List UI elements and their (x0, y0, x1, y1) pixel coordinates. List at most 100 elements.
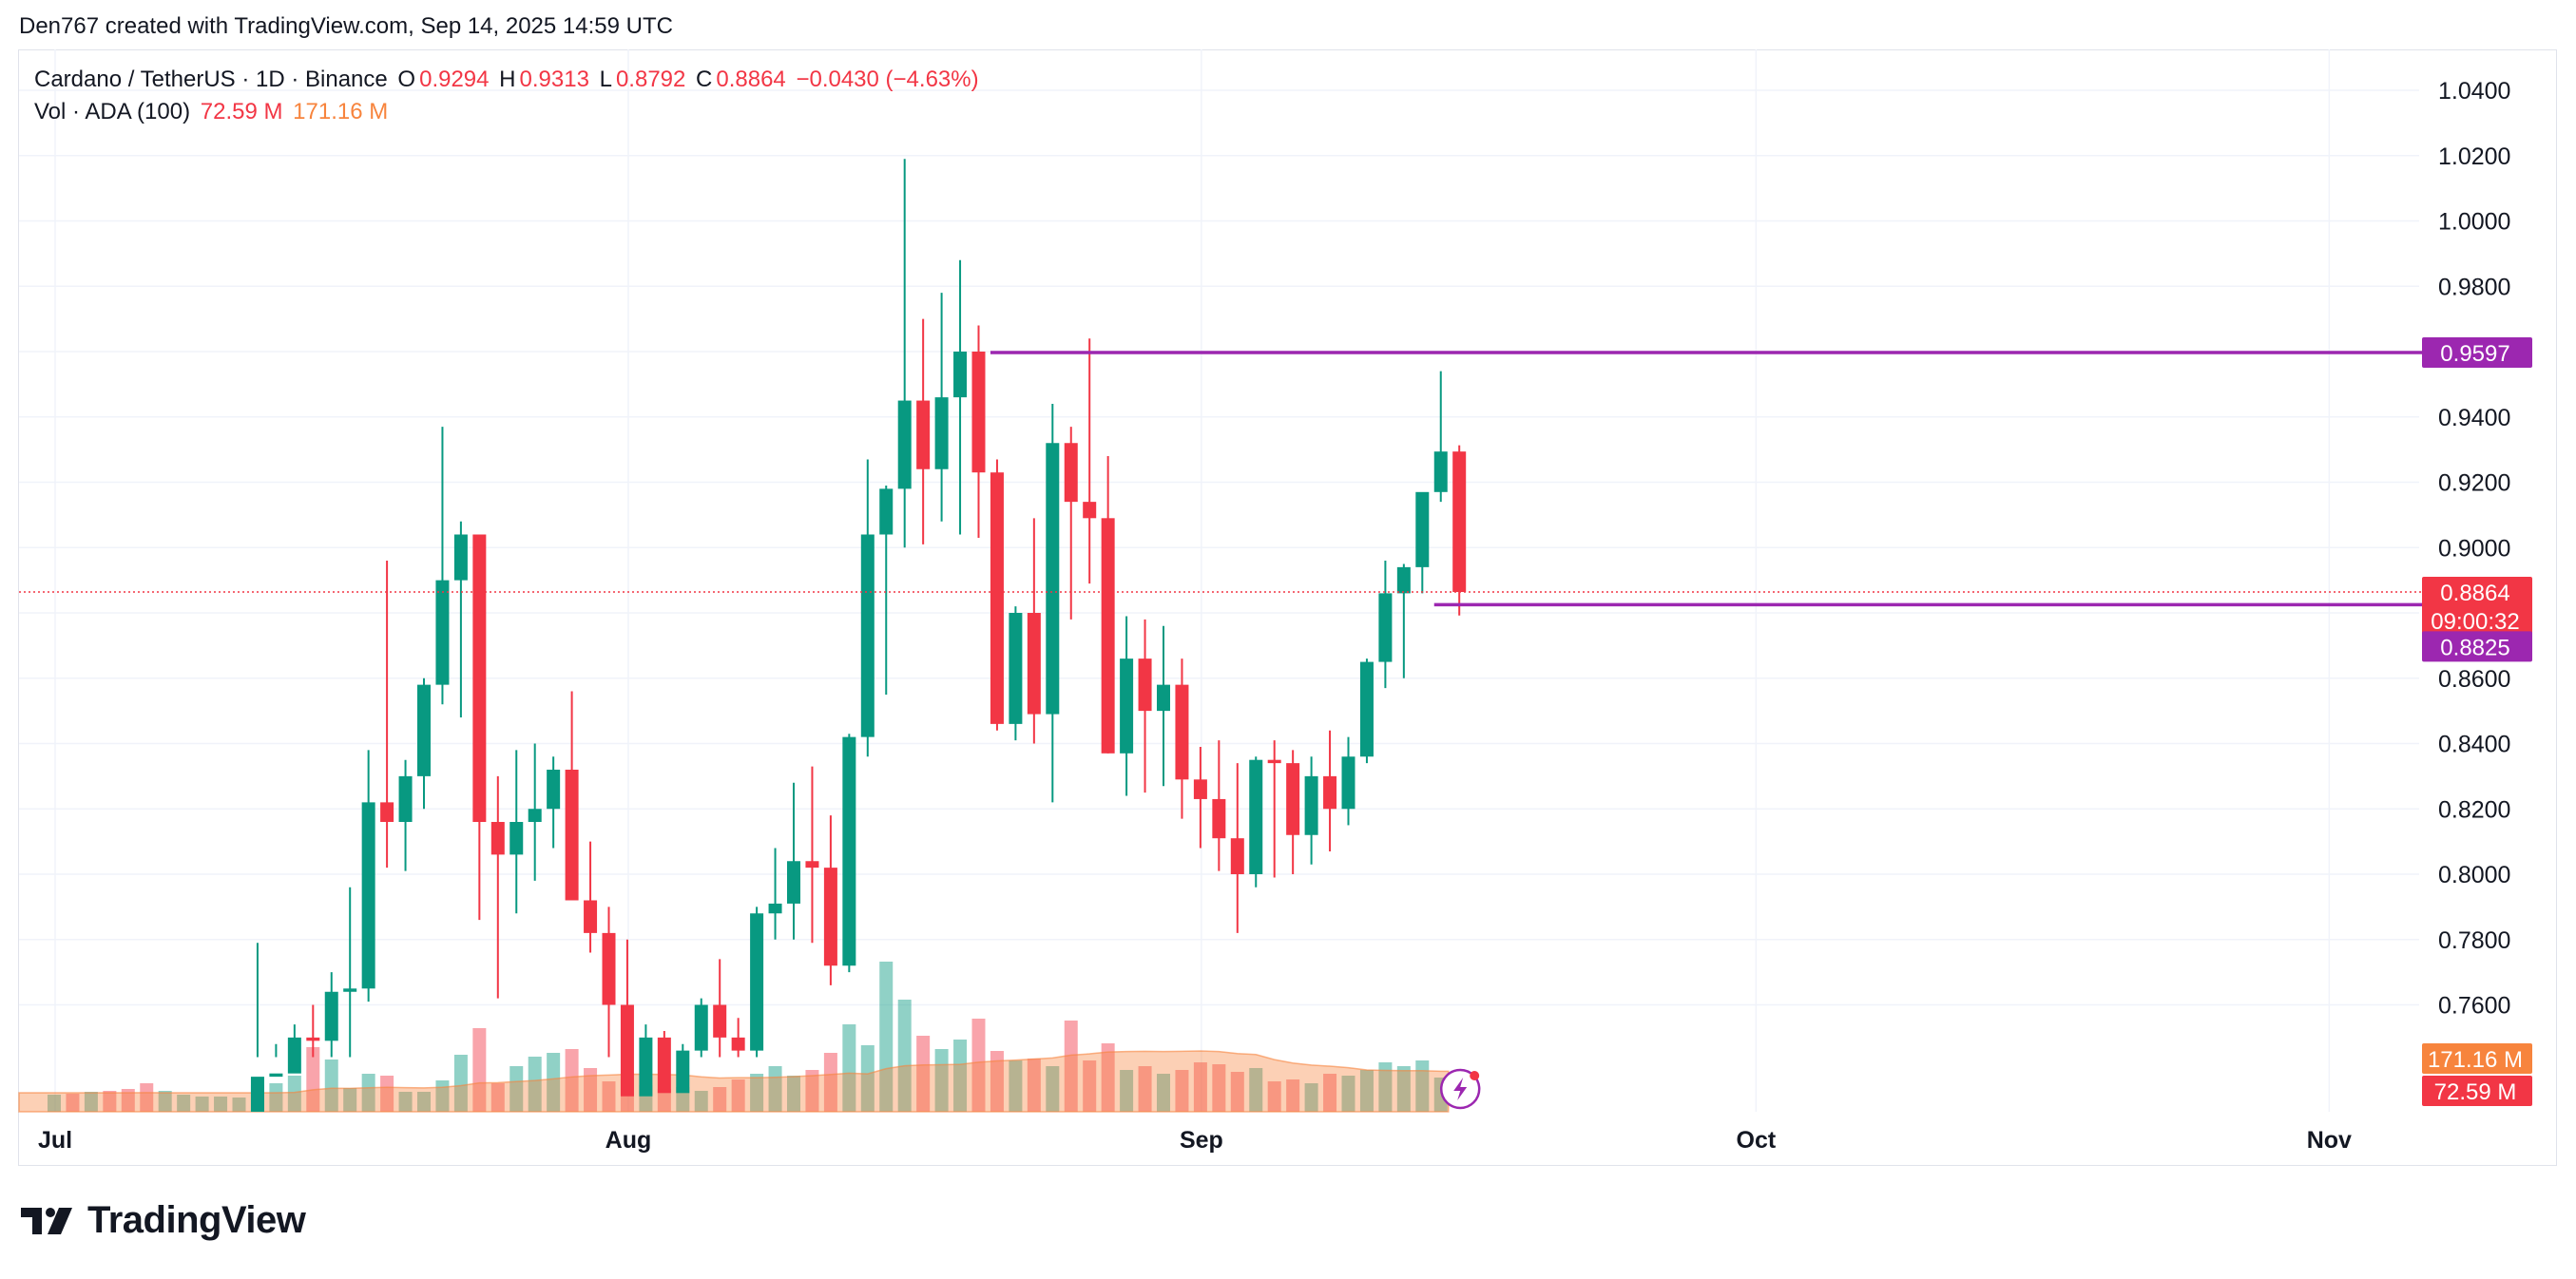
level-badge-upper-text: 0.9597 (2440, 341, 2509, 367)
open-label: O (397, 67, 416, 92)
candle (306, 1004, 320, 1058)
volume-bar (1027, 1059, 1041, 1112)
candle-body (453, 534, 468, 581)
tradingview-logo[interactable]: TradingView (21, 1199, 306, 1242)
volume-bar (1341, 1076, 1355, 1112)
candle (1009, 606, 1023, 741)
volume-bar (1193, 1062, 1207, 1112)
candle-body (361, 802, 375, 989)
candle (398, 759, 413, 871)
candle (1212, 740, 1226, 871)
volume-bar (1120, 1070, 1134, 1112)
y-tick-label: 0.8200 (2438, 796, 2510, 823)
y-tick-label: 0.8400 (2438, 732, 2510, 758)
candle (1064, 427, 1078, 620)
candle-body (250, 1077, 264, 1112)
candle-body (805, 861, 819, 869)
candle (435, 427, 450, 705)
volume-bar (1249, 1068, 1263, 1112)
candle (584, 841, 598, 953)
volume-badge: 72.59 M (2422, 1076, 2532, 1106)
close-label: C (696, 67, 713, 92)
volume-bar (990, 1051, 1004, 1112)
candle (453, 521, 468, 717)
volume-bar (417, 1092, 431, 1112)
candle-body (269, 1073, 283, 1078)
symbol-name: Cardano / TetherUS · 1D · Binance (34, 67, 388, 92)
volume-bar (1046, 1066, 1060, 1112)
candle (971, 325, 986, 538)
candle (287, 1024, 301, 1074)
volume-bar (343, 1088, 357, 1112)
volume-bar (897, 1000, 912, 1112)
volume-bar (547, 1053, 561, 1112)
volume-ma-value: 171.16 M (293, 99, 389, 124)
candle-body (287, 1037, 301, 1074)
candle-body (657, 1037, 671, 1094)
candle (490, 775, 505, 999)
volume-ma-area-path (18, 1050, 1450, 1113)
x-tick-label: Oct (1737, 1127, 1777, 1154)
candle (1286, 750, 1300, 874)
brand-name: TradingView (87, 1199, 306, 1241)
candle-body (472, 534, 487, 822)
candle-body (1230, 838, 1244, 874)
lightning-icon[interactable] (1439, 1068, 1481, 1110)
candle-body (398, 775, 413, 822)
volume-bar (1415, 1060, 1430, 1112)
volume-bar (805, 1070, 819, 1112)
last-price-badge-countdown: 09:00:32 (2431, 609, 2519, 635)
candle (417, 678, 431, 810)
candle (343, 887, 357, 1058)
volume-bar (842, 1024, 856, 1112)
volume-bar (731, 1079, 745, 1112)
open-value: 0.9294 (419, 67, 490, 92)
candle-body (1286, 763, 1300, 835)
volume-bar (84, 1092, 98, 1112)
candle-body (602, 932, 616, 1005)
candle (1120, 616, 1134, 796)
volume-bar (509, 1066, 524, 1112)
low-label: L (599, 67, 612, 92)
candle-body (713, 1004, 727, 1038)
candle-body (1323, 775, 1337, 810)
candle (1157, 625, 1170, 787)
volume-ma-badge-bg (2422, 1043, 2532, 1074)
last-price-badge: 0.8864 09:00:32 (2422, 577, 2532, 636)
candle (990, 459, 1004, 731)
close-value: 0.8864 (716, 67, 786, 92)
chart-frame (18, 49, 2557, 1166)
volume-bar (1138, 1066, 1152, 1112)
tradingview-logo-icon (21, 1207, 72, 1234)
candle (472, 534, 487, 921)
candle-body (934, 397, 949, 469)
candle-body (620, 1004, 634, 1097)
y-tick-label: 0.9000 (2438, 535, 2510, 562)
candle (1138, 619, 1152, 793)
volume-bar (1323, 1074, 1337, 1112)
candle (1230, 763, 1244, 933)
candle-body (1267, 759, 1281, 764)
candle-body (639, 1037, 653, 1097)
volume-bar (860, 1045, 875, 1112)
candle (361, 750, 375, 1002)
y-tick-label: 0.9400 (2438, 405, 2510, 431)
volume-bar (1009, 1060, 1023, 1112)
chart-grid (19, 49, 2419, 1112)
volume-bar (1359, 1070, 1374, 1112)
candle (1378, 561, 1393, 689)
candle-body (528, 809, 542, 822)
last-price-badge-bg (2422, 577, 2532, 636)
volume-bar (435, 1080, 450, 1112)
candle-body (787, 861, 800, 904)
candle-body (768, 903, 782, 914)
candle (639, 1024, 653, 1097)
candle (324, 972, 338, 1058)
candle (953, 259, 968, 535)
volume-bar (232, 1098, 246, 1112)
volume-bar (490, 1083, 505, 1112)
price-badges: 0.9597 0.8864 09:00:320.8825 171.16 M 72.59 … (2422, 337, 2532, 1106)
level-badge-upper-bg (2422, 337, 2532, 369)
candle (1193, 746, 1207, 849)
